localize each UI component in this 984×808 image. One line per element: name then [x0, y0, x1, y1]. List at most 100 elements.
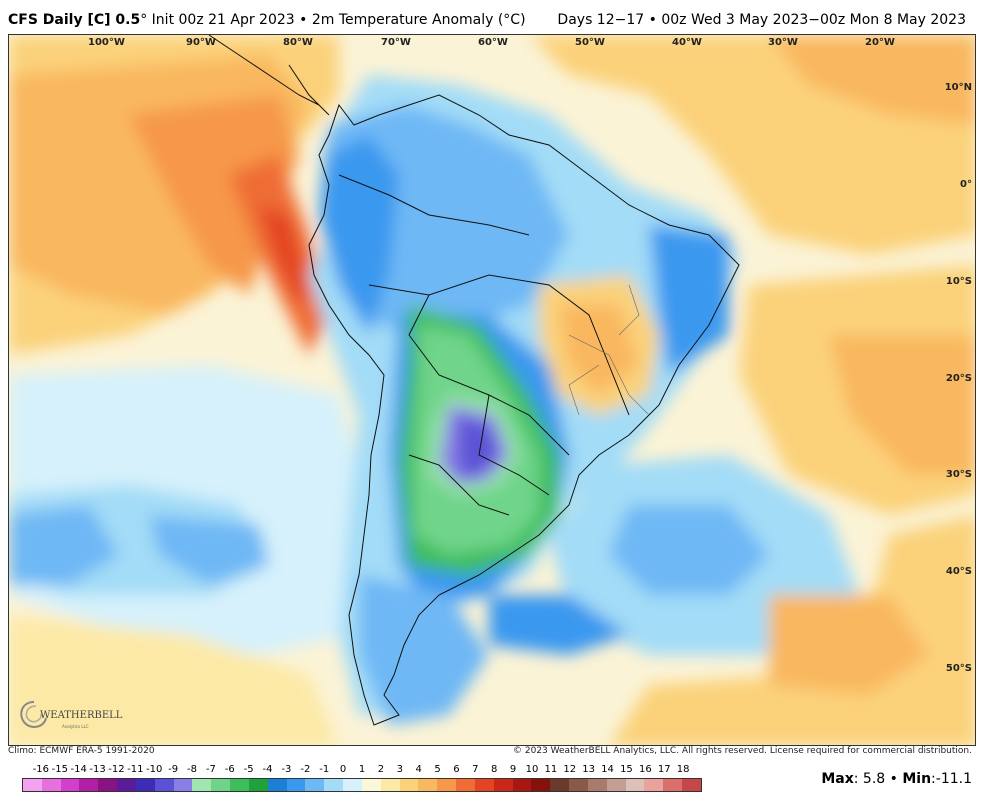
colorbar-tick-label: 17	[657, 764, 671, 775]
swirl-icon	[20, 701, 47, 728]
colorbar-swatch	[531, 779, 551, 791]
colorbar-swatch	[23, 779, 42, 791]
colorbar-tick-label: 15	[620, 764, 633, 775]
lon-label-70w: 70°W	[381, 37, 411, 48]
colorbar-tick-label: -16	[32, 764, 50, 775]
colorbar-swatch	[606, 779, 626, 791]
lon-label-100w: 100°W	[88, 37, 125, 48]
colorbar-tick-label: 9	[509, 764, 517, 775]
climo-note: Climo: ECMWF ERA-5 1991-2020	[8, 746, 155, 756]
min-label: Min	[902, 771, 932, 787]
init-time: Init 00z 21 Apr 2023	[151, 12, 295, 28]
min-value: -11.1	[935, 771, 972, 787]
colorbar-tick-label: -10	[146, 764, 163, 775]
colorbar-swatch	[380, 779, 400, 791]
colorbar-swatch	[474, 779, 494, 791]
colorbar-tick-label: 16	[638, 764, 652, 775]
colorbar-swatch	[98, 779, 118, 791]
colorbar-swatch	[324, 779, 344, 791]
colorbar-swatch	[399, 779, 419, 791]
colorbar-tick-label: 0	[339, 764, 347, 775]
colorbar-tick-label: 1	[358, 764, 366, 775]
lat-label-10s: 10°S	[945, 276, 972, 287]
colorbar-swatch	[41, 779, 61, 791]
colorbar-tick-label: 13	[582, 764, 596, 775]
colorbar-swatch	[248, 779, 268, 791]
colorbar-swatch	[587, 779, 607, 791]
colorbar-tick-label: -15	[51, 764, 68, 775]
lon-label-80w: 80°W	[283, 37, 313, 48]
colorbar-tick-label: -5	[243, 764, 254, 775]
weatherbell-logo: WEATHERBELL Analytics LLC	[14, 696, 122, 736]
colorbar-tick-label: 8	[491, 764, 498, 775]
colorbar-swatch	[60, 779, 80, 791]
max-value: 5.8	[862, 771, 886, 787]
colorbar-swatch	[230, 779, 249, 791]
copyright-note: © 2023 WeatherBELL Analytics, LLC. All r…	[513, 746, 972, 756]
lon-label-50w: 50°W	[575, 37, 605, 48]
anomaly-map-svg	[9, 35, 975, 745]
colorbar-tick-label: 4	[415, 764, 422, 775]
colorbar-tick-label: -1	[319, 764, 330, 775]
colorbar-tick-label: 14	[601, 764, 614, 775]
colorbar-swatch	[625, 779, 645, 791]
colorbar-tick-label: -14	[70, 764, 87, 775]
colorbar-tick-label: -2	[300, 764, 311, 775]
colorbar-swatch	[305, 779, 325, 791]
colorbar-swatch	[79, 779, 99, 791]
colorbar-tick-label: 5	[434, 764, 441, 775]
logo-name: WEATHERBELL	[40, 710, 123, 721]
colorbar-swatch	[117, 779, 136, 791]
max-label: Max	[821, 771, 854, 787]
colorbar-tick-label: -13	[89, 764, 106, 775]
colorbar-tick-label: 10	[525, 764, 539, 775]
colorbar-swatch	[154, 779, 174, 791]
colorbar-swatch	[173, 779, 193, 791]
colorbar-tick-label: -11	[127, 764, 144, 775]
colorbar-tick-label: 18	[676, 764, 690, 775]
colorbar	[22, 778, 702, 792]
colorbar-swatch	[192, 779, 212, 791]
colorbar-swatch	[456, 779, 475, 791]
colorbar-labels: -16 -15 -14 -13 -12 -11 -10 -9 -8 -7 -6 -5 -4 -3 -2 -1 0…	[22, 764, 702, 778]
lat-label-10n: 10°N	[944, 82, 972, 93]
colorbar-tick-label: 7	[472, 764, 479, 775]
colorbar-tick-label: -9	[168, 764, 179, 775]
stats: Max: 5.8 • Min:-11.1	[821, 771, 972, 787]
colorbar-tick-label: 3	[396, 764, 403, 775]
colorbar-swatch	[569, 779, 588, 791]
anomaly-field	[9, 35, 975, 745]
title-left: CFS Daily [C] 0.5° Init 00z 21 Apr 2023 …	[8, 12, 526, 28]
colorbar-swatch	[211, 779, 231, 791]
colorbar-swatch	[286, 779, 306, 791]
colorbar-swatch	[493, 779, 513, 791]
lon-label-90w: 90°W	[186, 37, 216, 48]
model-name: CFS Daily [C] 0.5	[8, 12, 141, 28]
colorbar-tick-label: -7	[205, 764, 216, 775]
colorbar-swatch	[343, 779, 362, 791]
colorbar-swatch	[361, 779, 381, 791]
lat-label-40s: 40°S	[945, 566, 972, 577]
colorbar-tick-label: 12	[563, 764, 577, 775]
lat-label-0: 0°	[960, 179, 972, 190]
colorbar-swatch	[267, 779, 287, 791]
country-borders	[568, 284, 650, 416]
colorbar-swatch	[663, 779, 682, 791]
title-bullet: •	[299, 12, 308, 28]
colorbar-swatch	[681, 779, 701, 791]
colorbar-tick-label: -3	[281, 764, 292, 775]
colorbar-tick-label: -8	[187, 764, 197, 775]
lon-label-40w: 40°W	[672, 37, 702, 48]
colorbar-swatch	[437, 779, 457, 791]
lat-label-50s: 50°S	[945, 663, 972, 674]
colorbar-tick-label: 11	[544, 764, 558, 775]
colorbar-tick-label: -12	[108, 764, 125, 775]
lon-label-60w: 60°W	[478, 37, 508, 48]
colorbar-swatch	[418, 779, 438, 791]
colorbar-tick-label: 6	[453, 764, 460, 775]
colorbar-tick-label: -4	[262, 764, 273, 775]
lon-label-30w: 30°W	[768, 37, 798, 48]
colorbar-swatch	[550, 779, 570, 791]
colorbar-tick-label: -6	[224, 764, 235, 775]
colorbar-swatch	[135, 779, 155, 791]
